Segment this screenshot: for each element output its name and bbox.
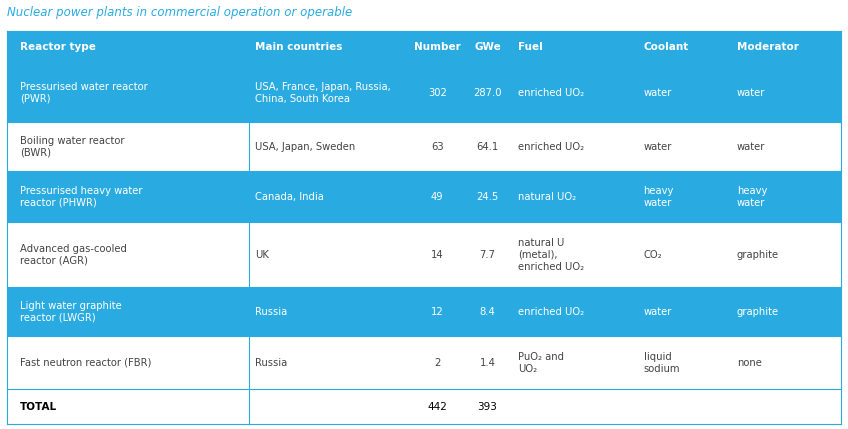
Text: Fast neutron reactor (FBR): Fast neutron reactor (FBR) <box>20 358 151 368</box>
Bar <box>7 31 841 63</box>
Text: enriched UO₂: enriched UO₂ <box>518 307 584 317</box>
Text: 1.4: 1.4 <box>479 358 495 368</box>
Text: water: water <box>644 88 672 97</box>
Text: enriched UO₂: enriched UO₂ <box>518 142 584 151</box>
Text: Coolant: Coolant <box>644 42 689 52</box>
Text: heavy
water: heavy water <box>644 186 674 208</box>
Text: Advanced gas-cooled
reactor (AGR): Advanced gas-cooled reactor (AGR) <box>20 244 126 266</box>
Text: 2: 2 <box>434 358 440 368</box>
Text: 63: 63 <box>431 142 444 151</box>
Text: water: water <box>644 142 672 151</box>
Text: Reactor type: Reactor type <box>20 42 96 52</box>
Text: graphite: graphite <box>737 307 779 317</box>
Text: natural UO₂: natural UO₂ <box>518 192 577 202</box>
Text: water: water <box>644 307 672 317</box>
Text: Boiling water reactor
(BWR): Boiling water reactor (BWR) <box>20 136 124 157</box>
Text: natural U
(metal),
enriched UO₂: natural U (metal), enriched UO₂ <box>518 238 584 272</box>
Text: TOTAL: TOTAL <box>20 402 57 412</box>
Text: CO₂: CO₂ <box>644 250 662 260</box>
Bar <box>7 171 841 222</box>
Bar <box>7 287 841 336</box>
Text: 287.0: 287.0 <box>473 88 502 97</box>
Bar <box>7 222 841 287</box>
Text: Pressurised heavy water
reactor (PHWR): Pressurised heavy water reactor (PHWR) <box>20 186 142 208</box>
Text: enriched UO₂: enriched UO₂ <box>518 88 584 97</box>
Text: Russia: Russia <box>255 307 287 317</box>
Bar <box>7 63 841 122</box>
Text: Canada, India: Canada, India <box>255 192 324 202</box>
Text: heavy
water: heavy water <box>737 186 767 208</box>
Text: GWe: GWe <box>474 42 501 52</box>
Bar <box>7 336 841 390</box>
Text: UK: UK <box>255 250 269 260</box>
Text: Fuel: Fuel <box>518 42 544 52</box>
Text: Pressurised water reactor
(PWR): Pressurised water reactor (PWR) <box>20 82 148 103</box>
Text: 442: 442 <box>427 402 447 412</box>
Text: liquid
sodium: liquid sodium <box>644 352 680 374</box>
Text: 302: 302 <box>428 88 447 97</box>
Bar <box>7 122 841 171</box>
Text: water: water <box>737 88 765 97</box>
Text: Moderator: Moderator <box>737 42 799 52</box>
Text: USA, Japan, Sweden: USA, Japan, Sweden <box>255 142 355 151</box>
Text: Main countries: Main countries <box>255 42 343 52</box>
Text: Light water graphite
reactor (LWGR): Light water graphite reactor (LWGR) <box>20 301 121 323</box>
Text: 24.5: 24.5 <box>477 192 499 202</box>
Text: Russia: Russia <box>255 358 287 368</box>
Text: USA, France, Japan, Russia,
China, South Korea: USA, France, Japan, Russia, China, South… <box>255 82 391 103</box>
Text: 7.7: 7.7 <box>479 250 495 260</box>
Text: water: water <box>737 142 765 151</box>
Text: graphite: graphite <box>737 250 779 260</box>
Text: 64.1: 64.1 <box>477 142 499 151</box>
Text: Number: Number <box>414 42 460 52</box>
Text: none: none <box>737 358 762 368</box>
Text: 12: 12 <box>431 307 444 317</box>
Text: 49: 49 <box>431 192 444 202</box>
Text: PuO₂ and
UO₂: PuO₂ and UO₂ <box>518 352 565 374</box>
Text: 393: 393 <box>477 402 497 412</box>
Text: 14: 14 <box>431 250 444 260</box>
Text: Nuclear power plants in commercial operation or operable: Nuclear power plants in commercial opera… <box>7 6 352 19</box>
Text: 8.4: 8.4 <box>479 307 495 317</box>
Bar <box>7 390 841 424</box>
